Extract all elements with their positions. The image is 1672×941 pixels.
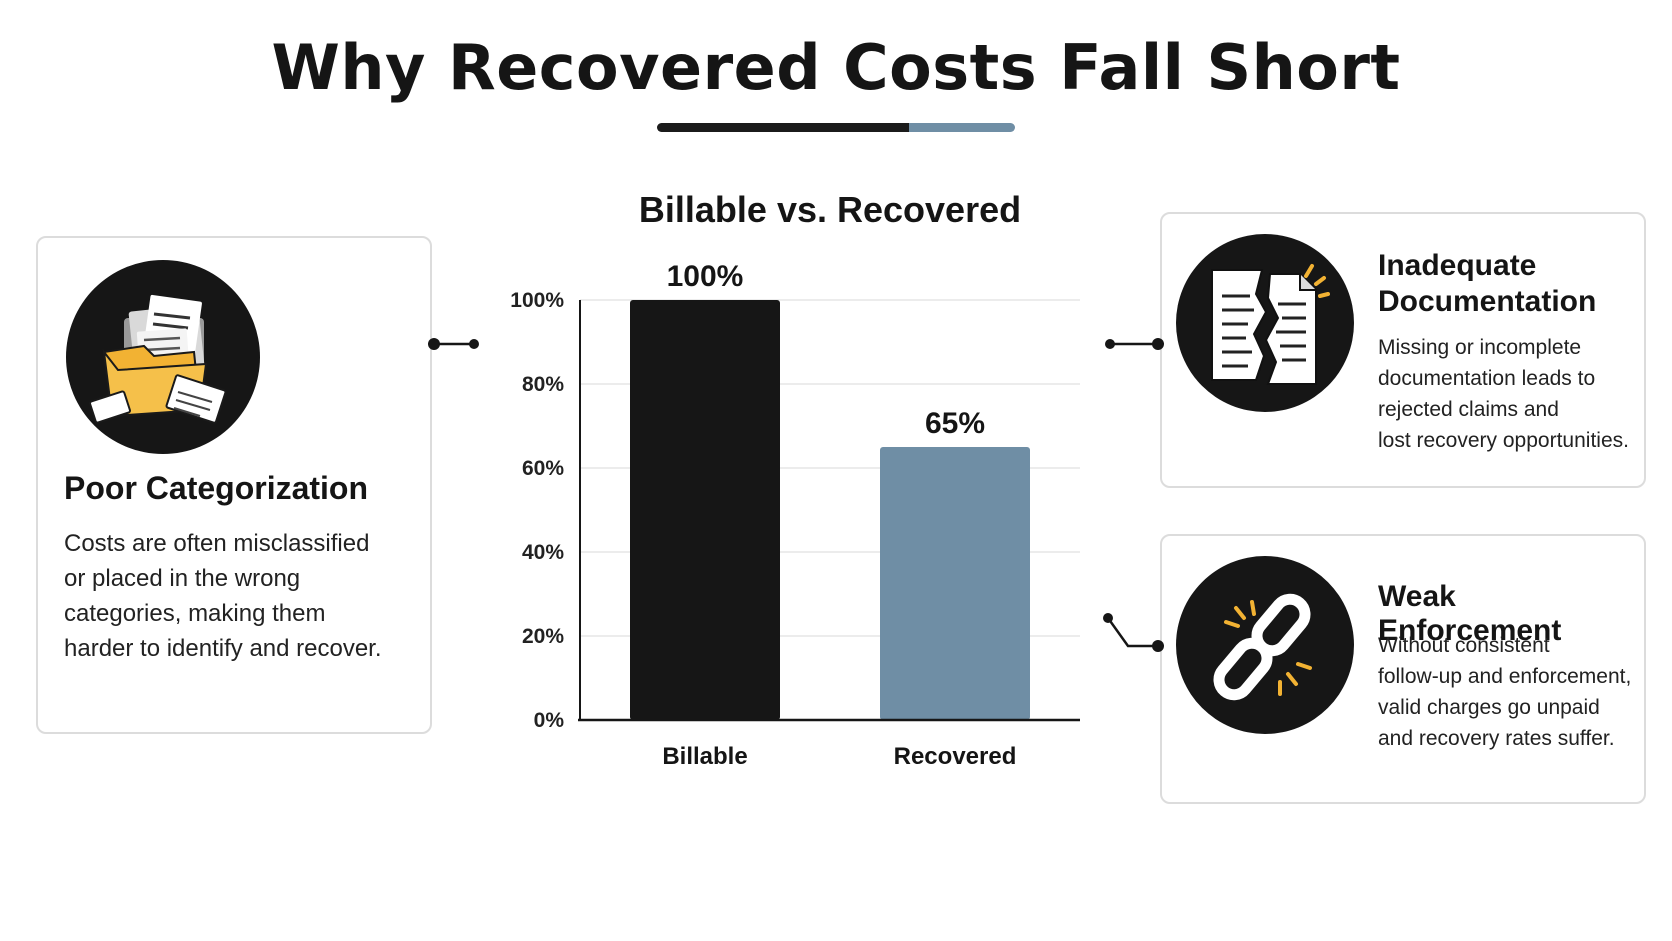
value-labels: 100% 65% xyxy=(667,260,985,440)
card-inadequate-documentation: Inadequate Documentation Missing or inco… xyxy=(1160,212,1646,488)
card-description-line: follow-up and enforcement, xyxy=(1378,665,1632,688)
y-tick-label: 40% xyxy=(522,541,564,564)
card-description-line: Without consistent xyxy=(1378,634,1550,657)
bar-chart: Billable vs. Recovered 0% 20% 40% 60% 80% 100… xyxy=(510,189,1080,770)
y-tick-label: 80% xyxy=(522,373,564,396)
x-axis-labels: Billable Recovered xyxy=(662,743,1016,770)
y-tick-label: 0% xyxy=(534,709,565,732)
card-title-line: Documentation xyxy=(1378,285,1597,318)
card-description-line: Costs are often misclassified xyxy=(64,530,370,557)
card-title: Inadequate Documentation xyxy=(1378,248,1596,320)
card-description: Without consistent follow-up and enforce… xyxy=(1378,630,1631,754)
broken-chain-icon xyxy=(1176,556,1354,734)
card-description-line: lost recovery opportunities. xyxy=(1378,429,1629,452)
value-label: 65% xyxy=(925,407,985,440)
y-tick-label: 60% xyxy=(522,457,564,480)
card-description-line: or placed in the wrong xyxy=(64,565,301,592)
card-weak-enforcement: Weak Enforcement Without consistent foll… xyxy=(1160,534,1646,804)
card-title-line: Inadequate xyxy=(1378,249,1537,282)
connector-right-top xyxy=(1105,338,1164,350)
card-description: Missing or incomplete documentation lead… xyxy=(1378,332,1629,456)
card-title: Weak Enforcement xyxy=(1378,580,1562,647)
card-description-line: harder to identify and recover. xyxy=(64,635,382,662)
chart-bars xyxy=(630,300,1030,720)
y-tick-label: 100% xyxy=(510,289,564,312)
card-description-line: valid charges go unpaid xyxy=(1378,696,1600,719)
title-underline-light xyxy=(909,123,1015,132)
card-description-line: Missing or incomplete xyxy=(1378,336,1582,359)
connector-right-bottom xyxy=(1103,613,1164,652)
x-tick-label: Recovered xyxy=(894,743,1017,770)
card-description-line: and recovery rates suffer. xyxy=(1378,727,1615,750)
connector-left xyxy=(428,338,479,350)
bar-billable xyxy=(630,300,780,720)
card-description: Costs are often misclassified or placed … xyxy=(64,526,382,666)
y-tick-label: 20% xyxy=(522,625,564,648)
value-label: 100% xyxy=(667,260,744,293)
card-title: Poor Categorization xyxy=(64,470,369,506)
card-description-line: documentation leads to xyxy=(1378,367,1596,390)
card-poor-categorization: Poor Categorization Costs are often misc… xyxy=(36,236,432,734)
title-underline xyxy=(657,123,1015,132)
bar-recovered xyxy=(880,447,1030,720)
title-underline-dark xyxy=(657,123,909,132)
x-tick-label: Billable xyxy=(662,743,747,770)
card-description-line: rejected claims and xyxy=(1378,398,1559,421)
torn-document-icon xyxy=(1176,234,1354,412)
page-title: Why Recovered Costs Fall Short xyxy=(271,31,1401,104)
card-description-line: categories, making them xyxy=(64,600,326,627)
folder-documents-icon xyxy=(66,260,260,454)
chart-title: Billable vs. Recovered xyxy=(639,189,1021,230)
y-axis-ticks: 0% 20% 40% 60% 80% 100% xyxy=(510,289,564,732)
